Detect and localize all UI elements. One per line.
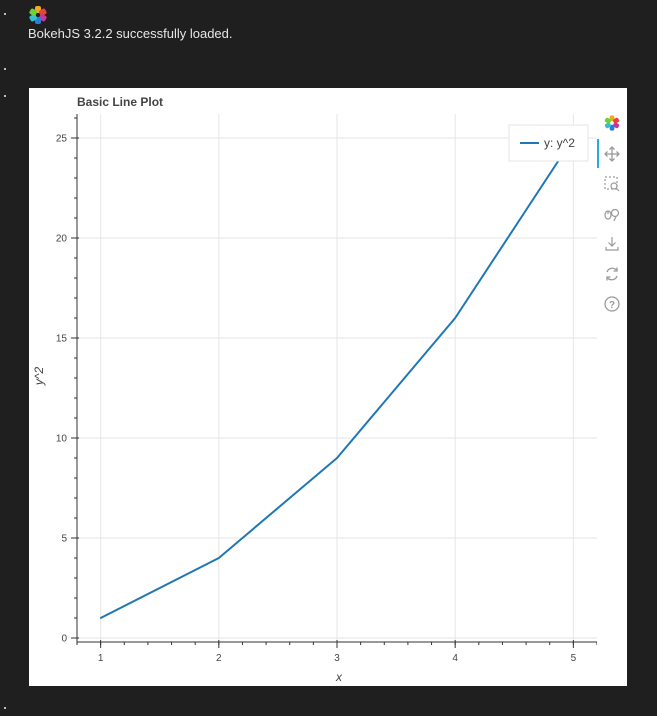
wheel-zoom-icon[interactable] <box>603 205 621 223</box>
line-chart[interactable]: 1 2 3 4 5 0 5 10 15 20 25 y: y^2 x y^2 <box>29 88 597 686</box>
y-tick-label: 5 <box>61 534 67 545</box>
chart-title: Basic Line Plot <box>77 95 164 109</box>
legend-label: y: y^2 <box>544 136 575 150</box>
bokeh-logo-icon <box>29 6 47 24</box>
y-tick-label: 0 <box>61 634 67 645</box>
legend: y: y^2 <box>508 124 589 162</box>
active-tool-indicator <box>597 139 599 168</box>
cell-marker <box>4 68 6 70</box>
plot-card: Basic Line Plot 1 2 3 4 5 0 5 10 15 20 25 y: y^2 x… <box>29 88 627 686</box>
cell-marker <box>4 13 6 15</box>
x-tick-label: 4 <box>452 653 458 664</box>
data-point <box>454 317 456 319</box>
axis-layer: 1 2 3 4 5 0 5 10 15 20 25 <box>56 114 597 664</box>
x-tick-label: 2 <box>216 653 222 664</box>
reset-icon[interactable] <box>603 265 621 283</box>
y-tick-label: 15 <box>56 334 68 345</box>
save-icon[interactable] <box>603 235 621 253</box>
x-axis-label: x <box>335 670 343 684</box>
cell-marker <box>4 707 6 709</box>
grid-layer <box>77 114 597 642</box>
cell-marker <box>4 95 6 97</box>
y-tick-label: 20 <box>56 234 68 245</box>
svg-text:?: ? <box>609 300 615 311</box>
data-point <box>218 557 220 559</box>
x-tick-label: 5 <box>571 653 577 664</box>
bokeh-logo-icon[interactable] <box>603 114 621 132</box>
y-tick-label: 25 <box>56 134 68 145</box>
bokeh-loaded-message: BokehJS 3.2.2 successfully loaded. <box>28 26 233 41</box>
help-icon[interactable]: ? <box>603 295 621 313</box>
data-point <box>336 457 338 459</box>
y-tick-label: 10 <box>56 434 68 445</box>
plot-toolbar: ? <box>597 112 627 322</box>
pan-icon[interactable] <box>603 145 621 163</box>
x-tick-label: 3 <box>334 653 340 664</box>
data-point <box>99 617 102 619</box>
box-zoom-icon[interactable] <box>603 175 621 193</box>
y-axis-label: y^2 <box>32 367 46 387</box>
x-tick-label: 1 <box>98 653 104 664</box>
